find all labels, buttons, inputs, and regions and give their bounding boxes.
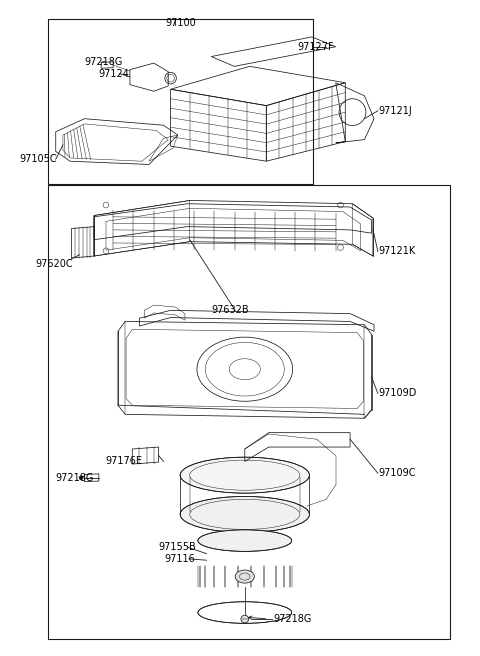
Text: 97176E: 97176E <box>105 457 142 466</box>
Ellipse shape <box>198 530 292 552</box>
Text: 97620C: 97620C <box>36 259 73 269</box>
Text: 97116: 97116 <box>165 554 196 564</box>
Text: 97632B: 97632B <box>211 305 249 316</box>
Ellipse shape <box>235 570 254 583</box>
Text: 97109D: 97109D <box>379 388 417 398</box>
Text: 97218G: 97218G <box>274 614 312 624</box>
Circle shape <box>79 476 83 480</box>
Circle shape <box>241 615 249 623</box>
Bar <box>48 18 313 184</box>
Text: 97218G: 97218G <box>56 473 94 483</box>
Ellipse shape <box>180 457 310 493</box>
Text: 97218G: 97218G <box>84 58 123 68</box>
Text: 97105C: 97105C <box>20 154 58 164</box>
Text: 97127F: 97127F <box>298 42 334 52</box>
Text: 97109C: 97109C <box>379 468 416 478</box>
Text: 97124: 97124 <box>99 70 130 79</box>
Ellipse shape <box>198 602 292 623</box>
Text: 97155B: 97155B <box>158 542 196 552</box>
Ellipse shape <box>180 497 310 533</box>
Bar <box>48 186 450 639</box>
Text: 97100: 97100 <box>166 18 197 28</box>
Text: 97121J: 97121J <box>379 106 412 116</box>
Text: 97121K: 97121K <box>379 247 416 256</box>
